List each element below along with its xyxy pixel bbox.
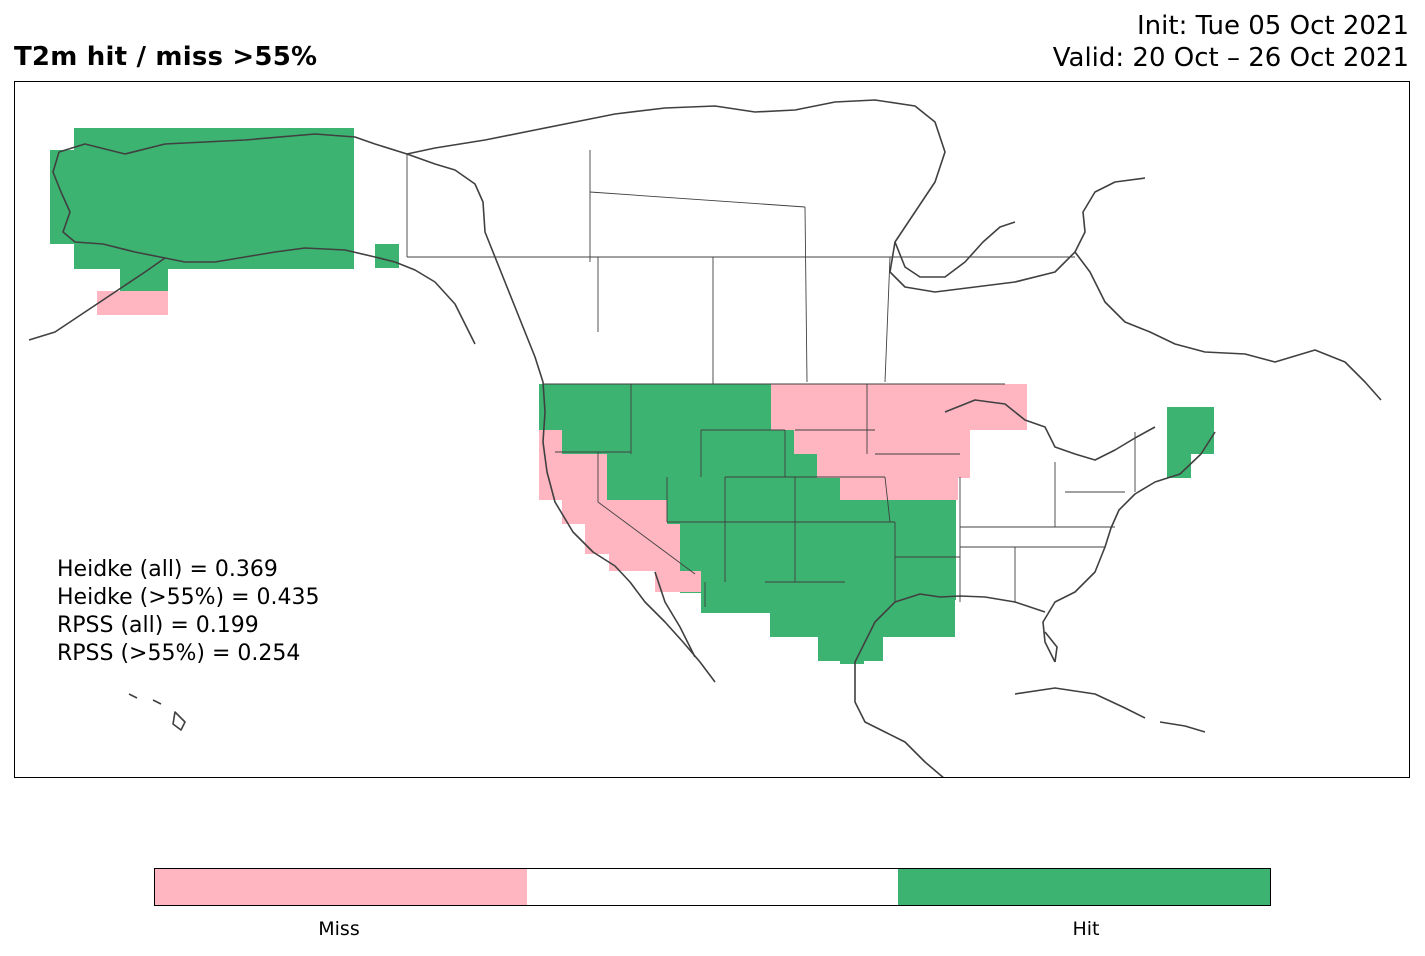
hit-cell-panhandle	[375, 244, 399, 268]
hit-cell-alaska-south	[120, 269, 168, 291]
hit-cell-alaska	[74, 128, 354, 269]
init-date: Init: Tue 05 Oct 2021	[1137, 11, 1409, 41]
valid-date: Valid: 20 Oct – 26 Oct 2021	[1052, 43, 1409, 73]
miss-cell-wi	[910, 407, 1027, 430]
heidke-all: Heidke (all) = 0.369	[57, 557, 278, 582]
miss-cell-ne2	[840, 477, 958, 500]
miss-cell-ia	[910, 430, 970, 477]
colorbar	[154, 868, 1271, 906]
miss-cell-ca2	[548, 454, 607, 500]
colorbar-neutral	[526, 869, 899, 905]
rpss-55: RPSS (>55%) = 0.254	[57, 641, 301, 666]
colorbar-label-miss: Miss	[318, 918, 360, 940]
hit-cell-maine	[1167, 407, 1214, 454]
map-canvas	[28, 99, 1382, 777]
skill-scores: Heidke (all) = 0.369 Heidke (>55%) = 0.4…	[57, 556, 320, 668]
colorbar-hit	[898, 869, 1271, 905]
hit-cell-alaska-west	[50, 150, 76, 220]
hit-cell-texas3	[818, 637, 883, 661]
hit-cell-texas2	[770, 613, 955, 637]
hit-cell-texas4	[840, 661, 864, 664]
colorbar-miss	[155, 869, 527, 905]
hit-cell-missouri	[933, 500, 956, 592]
hit-cell-louisiana	[910, 570, 932, 612]
rpss-all: RPSS (all) = 0.199	[57, 613, 259, 638]
coastlines	[28, 99, 1382, 777]
miss-cell-ca5	[609, 547, 680, 571]
miss-cell-aleutian	[97, 291, 168, 315]
map-panel	[14, 81, 1410, 778]
hit-cell-pnw	[539, 384, 771, 430]
colorbar-label-hit: Hit	[1072, 918, 1100, 940]
heidke-55: Heidke (>55%) = 0.435	[57, 585, 320, 610]
hit-cell-alaska-sw	[50, 220, 74, 244]
forecast-cells	[50, 128, 1214, 664]
miss-cell-az	[655, 571, 701, 592]
map-title: T2m hit / miss >55%	[14, 42, 318, 72]
miss-cell-ca3	[562, 500, 667, 524]
political-borders	[406, 150, 1136, 607]
date-header: Init: Tue 05 Oct 2021 Valid: 20 Oct – 26…	[1053, 10, 1409, 74]
